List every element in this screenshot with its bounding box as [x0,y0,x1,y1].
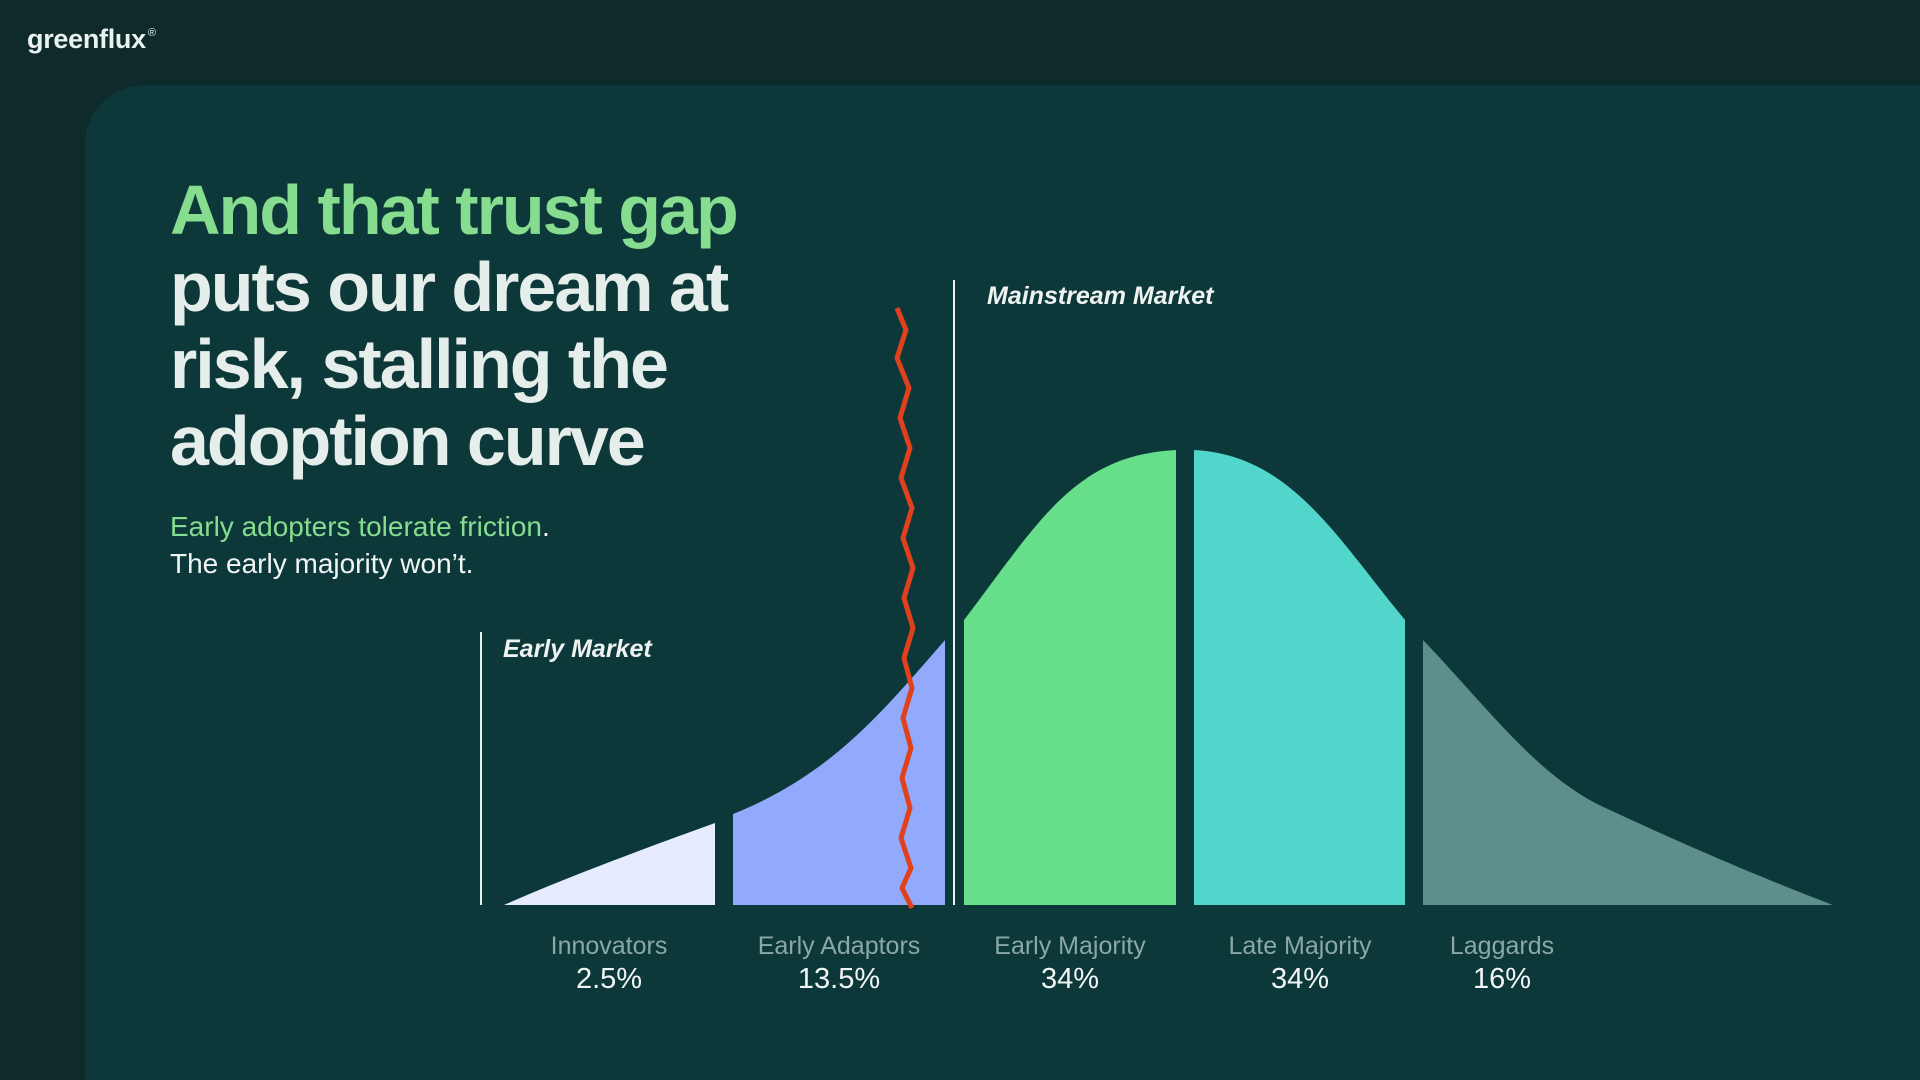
brand-logo: greenflux ® [27,24,156,55]
subtitle-highlight: Early adopters tolerate friction [170,511,542,542]
segment-early-majority [964,450,1176,905]
segment-value-early-majority: 34% [1041,963,1099,995]
subtitle: Early adopters tolerate friction. The ea… [170,508,550,582]
subtitle-line2: The early majority won’t. [170,548,474,579]
title-highlight: And that trust gap [170,171,739,249]
segment-label-laggards: Laggards [1450,932,1554,960]
segment-label-early-majority: Early Majority [994,932,1146,960]
page-title: And that trust gap puts our dream at ris… [170,172,870,480]
subtitle-period: . [541,511,550,542]
registered-mark: ® [147,27,156,39]
segment-early-adaptors [733,640,945,905]
mainstream-market-label: Mainstream Market [987,282,1215,310]
segment-late-majority [1194,450,1405,905]
segment-label-late-majority: Late Majority [1228,932,1372,960]
brand-name: greenflux [27,24,146,54]
segment-value-early-adaptors: 13.5% [798,963,880,995]
segment-label-innovators: Innovators [551,932,668,960]
segment-value-laggards: 16% [1473,963,1531,995]
chasm-zigzag-line [894,307,916,910]
early-market-label: Early Market [503,635,653,663]
segment-laggards [1423,640,1833,905]
segment-innovators [504,823,715,905]
segment-value-innovators: 2.5% [576,963,642,995]
segment-label-early-adaptors: Early Adaptors [758,932,921,960]
title-rest: puts our dream at risk, stalling the ado… [170,248,729,480]
segment-value-late-majority: 34% [1271,963,1329,995]
